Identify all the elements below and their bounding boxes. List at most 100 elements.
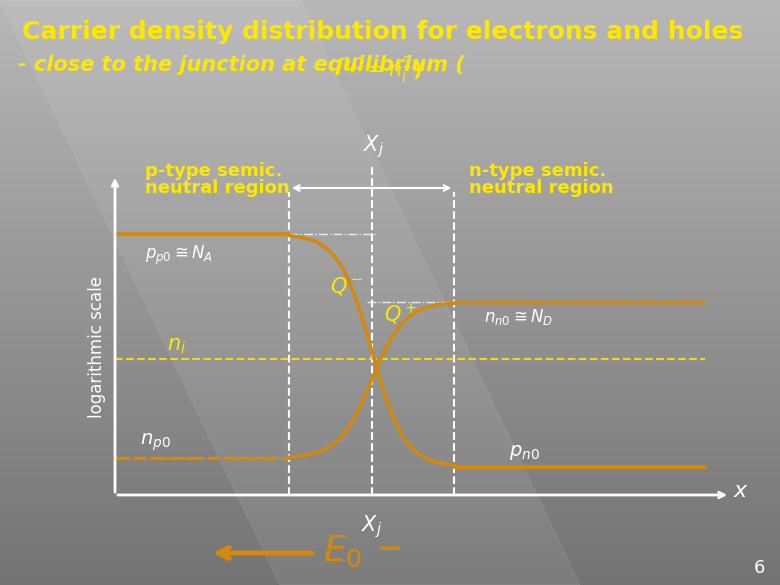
Bar: [0, 168, 780, 173]
Bar: [0, 271, 780, 275]
Bar: [0, 11, 780, 15]
Bar: [0, 157, 780, 161]
Bar: [0, 54, 780, 59]
Bar: [0, 92, 780, 97]
Bar: [0, 139, 780, 143]
Bar: [0, 189, 780, 193]
Bar: [0, 326, 780, 331]
Bar: [0, 154, 780, 158]
Bar: [0, 247, 780, 252]
Bar: [0, 84, 780, 88]
Text: $\mathit{np}$: $\mathit{np}$: [337, 55, 364, 75]
Bar: [0, 552, 780, 556]
Bar: [0, 285, 780, 290]
Bar: [0, 519, 780, 524]
Bar: [0, 186, 780, 190]
Bar: [0, 438, 780, 442]
Text: - close to the junction at equilibrium (: - close to the junction at equilibrium (: [18, 55, 465, 75]
Bar: [0, 268, 780, 272]
Bar: [0, 69, 780, 73]
Bar: [0, 543, 780, 547]
Bar: [0, 239, 780, 243]
Bar: [0, 136, 780, 140]
Bar: [0, 312, 780, 316]
Text: p-type semic.: p-type semic.: [145, 162, 282, 180]
Bar: [0, 350, 780, 354]
Bar: [0, 566, 780, 570]
Text: $X_j$: $X_j$: [361, 513, 382, 540]
Bar: [0, 8, 780, 12]
Bar: [0, 215, 780, 219]
Bar: [0, 344, 780, 348]
Bar: [0, 578, 780, 582]
Bar: [0, 125, 780, 129]
Bar: [0, 540, 780, 544]
Text: $x$: $x$: [733, 481, 749, 501]
Bar: [0, 245, 780, 249]
Bar: [0, 218, 780, 222]
Bar: [0, 414, 780, 418]
Text: $Q^+$: $Q^+$: [384, 302, 417, 327]
Bar: [0, 560, 780, 565]
Bar: [0, 236, 780, 240]
Bar: [0, 341, 780, 345]
Bar: [0, 493, 780, 497]
Bar: [0, 151, 780, 155]
Text: $p_{n0}$: $p_{n0}$: [509, 443, 540, 462]
Bar: [0, 34, 780, 38]
Text: neutral region: neutral region: [145, 179, 289, 197]
Bar: [0, 60, 780, 64]
Bar: [0, 531, 780, 535]
Bar: [0, 388, 780, 392]
Bar: [0, 473, 780, 477]
Bar: [0, 402, 780, 407]
Bar: [0, 16, 780, 20]
Bar: [0, 130, 780, 135]
Bar: [0, 569, 780, 573]
Bar: [0, 400, 780, 404]
Bar: [0, 160, 780, 164]
Bar: [0, 262, 780, 266]
Bar: [0, 505, 780, 509]
Bar: [0, 464, 780, 468]
Bar: [0, 95, 780, 99]
Bar: [0, 484, 780, 488]
Bar: [0, 233, 780, 237]
Text: $E_0$: $E_0$: [323, 534, 362, 569]
Bar: [0, 265, 780, 269]
Bar: [0, 435, 780, 439]
Bar: [0, 201, 780, 205]
Bar: [0, 5, 780, 9]
Bar: [0, 321, 780, 325]
Bar: [0, 572, 780, 576]
Bar: [0, 148, 780, 152]
Bar: [0, 78, 780, 82]
Bar: [0, 98, 780, 102]
Bar: [0, 335, 780, 339]
Bar: [0, 338, 780, 342]
Bar: [0, 192, 780, 196]
Bar: [0, 376, 780, 380]
Bar: [0, 423, 780, 427]
Bar: [0, 476, 780, 480]
Bar: [0, 183, 780, 187]
Bar: [0, 443, 780, 448]
Bar: [0, 332, 780, 336]
Bar: [0, 195, 780, 199]
Bar: [0, 353, 780, 357]
Bar: [0, 288, 780, 292]
Bar: [0, 253, 780, 257]
Bar: [0, 432, 780, 436]
Bar: [0, 461, 780, 465]
Text: $n_{n0} \cong N_D$: $n_{n0} \cong N_D$: [484, 307, 553, 327]
Text: $X_j$: $X_j$: [363, 133, 385, 160]
Bar: [0, 283, 780, 287]
Text: $n_{p0}$: $n_{p0}$: [140, 432, 171, 453]
Bar: [0, 142, 780, 146]
Bar: [0, 528, 780, 532]
Bar: [0, 280, 780, 284]
Bar: [0, 274, 780, 278]
Bar: [0, 514, 780, 518]
Bar: [0, 19, 780, 23]
Bar: [0, 209, 780, 214]
